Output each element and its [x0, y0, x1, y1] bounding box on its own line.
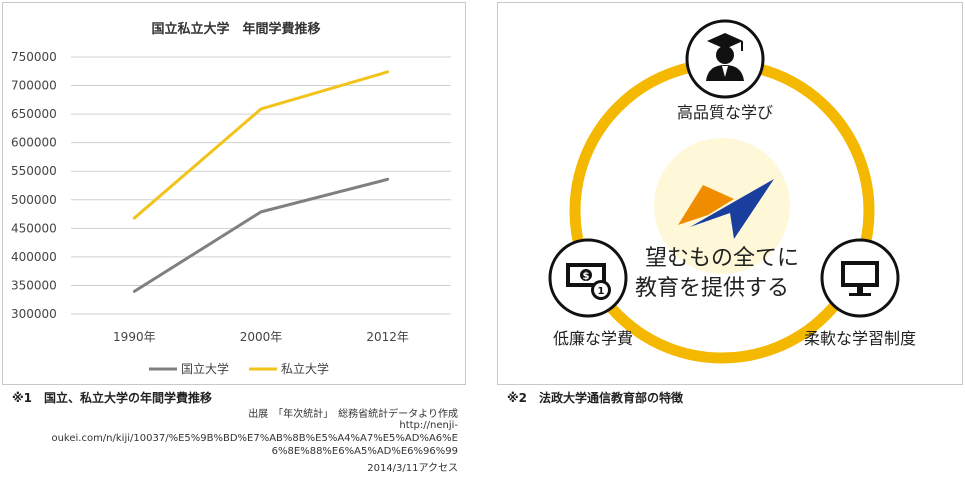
money-icon: $ 1	[566, 263, 611, 300]
chart-legend: 国立大学 私立大学	[149, 361, 329, 376]
source-url-2[interactable]: oukei.com/n/kiji/10037/%E5%9B%BD%E7%AB%8…	[51, 433, 458, 444]
y-tick-label: 550000	[11, 164, 57, 178]
chart-panel: 国立私立大学 年間学費推移 300000 350000 400000 450000 50…	[2, 2, 466, 385]
feature-diagram: 望むもの全てに 教育を提供する 高品質な学び $ 1 低廉な学費	[548, 19, 916, 364]
y-tick-label: 300000	[11, 307, 57, 321]
source-url-1[interactable]: http://nenji-	[399, 420, 458, 431]
y-tick-label: 400000	[11, 250, 57, 264]
y-axis-ticks: 300000 350000 400000 450000 500000 550000 6000…	[11, 50, 57, 321]
feature-caption: ※2 法政大学通信教育部の特徴	[507, 391, 684, 405]
feature-panel: 望むもの全てに 教育を提供する 高品質な学び $ 1 低廉な学費	[497, 2, 963, 385]
line-chart: 国立私立大学 年間学費推移 300000 350000 400000 450000 50…	[11, 21, 451, 376]
feature-label-right: 柔軟な学習制度	[804, 329, 916, 348]
source-line: 出展 「年次統計」 総務省統計データより作成	[248, 409, 458, 420]
source-link-2[interactable]: oukei.com/n/kiji/10037/%E5%9B%BD%E7%AB%8…	[51, 433, 458, 444]
series-line-0	[132, 177, 390, 293]
x-tick-label: 2000年	[240, 330, 283, 344]
y-tick-label: 750000	[11, 50, 57, 64]
x-tick-label: 1990年	[113, 330, 156, 344]
monitor-icon	[841, 261, 879, 296]
series-line-1	[132, 70, 390, 220]
chart-title: 国立私立大学 年間学費推移	[151, 21, 320, 37]
university-logo-icon	[678, 179, 774, 239]
center-text-line1: 望むもの全てに	[645, 246, 799, 271]
feature-label-top: 高品質な学び	[677, 103, 773, 122]
svg-text:1: 1	[598, 286, 605, 297]
chart-grid	[71, 56, 451, 315]
chart-series	[132, 70, 390, 293]
y-tick-label: 350000	[11, 278, 57, 292]
y-tick-label: 500000	[11, 193, 57, 207]
x-axis-ticks: 1990年 2000年 2012年	[113, 330, 409, 344]
y-tick-label: 700000	[11, 79, 57, 93]
y-tick-label: 600000	[11, 136, 57, 150]
chart-caption: ※1 国立、私立大学の年間学費推移	[12, 391, 213, 405]
graduate-icon	[706, 33, 744, 81]
legend-label: 国立大学	[181, 361, 229, 376]
y-tick-label: 650000	[11, 107, 57, 121]
y-tick-label: 450000	[11, 221, 57, 235]
legend-label: 私立大学	[281, 361, 329, 376]
svg-text:$: $	[583, 271, 590, 282]
source-link-1[interactable]: http://nenji-	[399, 420, 458, 431]
source-url-3[interactable]: 6%8E%88%E6%A5%AD%E6%96%99	[272, 446, 458, 457]
feature-label-left: 低廉な学費	[553, 329, 633, 348]
x-tick-label: 2012年	[366, 330, 409, 344]
center-text-line2: 教育を提供する	[635, 276, 789, 301]
source-accessed: 2014/3/11アクセス	[367, 463, 458, 474]
source-link-3[interactable]: 6%8E%88%E6%A5%AD%E6%96%99	[271, 446, 458, 457]
